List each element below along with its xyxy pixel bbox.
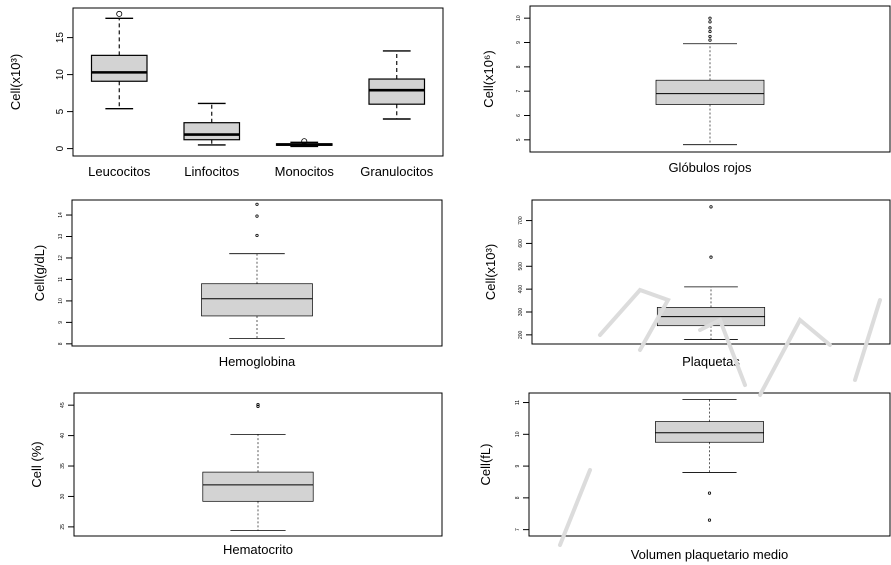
y-tick-label: 6 bbox=[516, 114, 522, 117]
y-axis-label: Cell(g/dL) bbox=[32, 245, 47, 301]
y-tick-label: 9 bbox=[58, 321, 64, 324]
category-label: Linfocitos bbox=[184, 164, 239, 179]
hemoglobina-panel: 8 9 10 11 12 13 14 Cell(g/dL) Hemoglobina bbox=[0, 190, 445, 377]
y-tick-label: 5 bbox=[516, 138, 522, 141]
plot-frame bbox=[73, 392, 443, 537]
y-tick-label: 200 bbox=[518, 330, 524, 339]
y-axis-label: Cell(x10³) bbox=[8, 54, 23, 110]
y-tick-label: 7 bbox=[516, 90, 522, 93]
y-tick-label: 8 bbox=[515, 496, 521, 499]
y-tick-label: 8 bbox=[58, 342, 64, 345]
box-iqr bbox=[202, 471, 314, 502]
outlier-point bbox=[256, 404, 260, 408]
volumen-plaquetario-panel: 7 8 9 10 11 Cell(fL) Volumen plaquetario medio bbox=[445, 377, 891, 565]
y-axis-label: Cell(x10³) bbox=[483, 244, 498, 300]
y-tick-label: 14 bbox=[58, 212, 64, 218]
y-tick-label: 35 bbox=[60, 463, 66, 469]
chart-3: 200 300 400 500 600 700 Cell(x10³) Plaquetas bbox=[483, 199, 891, 369]
box-iqr bbox=[655, 421, 765, 443]
y-tick-label: 300 bbox=[518, 308, 524, 317]
plot-frame bbox=[72, 7, 444, 157]
y-tick-label: 700 bbox=[518, 216, 524, 225]
chart-5: 7 8 9 10 11 Cell(fL) Volumen plaquetario medio bbox=[478, 392, 891, 562]
box-iqr bbox=[368, 78, 426, 105]
y-tick-label: 45 bbox=[60, 402, 66, 408]
y-tick-label: 10 bbox=[515, 431, 521, 437]
outlier-point bbox=[708, 20, 712, 24]
outlier-point bbox=[116, 10, 123, 17]
outlier-point bbox=[708, 26, 712, 30]
outlier-point bbox=[708, 29, 712, 34]
y-tick-label: 8 bbox=[516, 65, 522, 68]
y-axis-label: Cell (%) bbox=[29, 441, 44, 487]
y-tick-label: 12 bbox=[58, 255, 64, 261]
plot-frame bbox=[71, 199, 443, 347]
y-tick-label: 400 bbox=[518, 285, 524, 294]
outlier-point bbox=[255, 214, 259, 218]
outlier-point bbox=[255, 233, 259, 238]
y-tick-label: 9 bbox=[516, 41, 522, 44]
x-axis-label: Hematocrito bbox=[223, 542, 293, 557]
plot-frame bbox=[528, 392, 891, 537]
y-tick-label: 10 bbox=[516, 15, 522, 21]
y-tick-label: 11 bbox=[58, 277, 64, 282]
hematocrito-panel: 25 30 35 40 45 Cell (%) Hematocrito bbox=[0, 377, 445, 565]
y-axis-label: Cell(fL) bbox=[478, 444, 493, 486]
y-axis-label: Cell(x10⁶) bbox=[481, 50, 496, 107]
box-iqr bbox=[201, 283, 313, 317]
x-axis-label: Plaquetas bbox=[682, 354, 740, 369]
y-tick-label: 11 bbox=[515, 400, 521, 405]
outlier-point bbox=[708, 38, 712, 42]
outlier-point bbox=[255, 202, 259, 206]
chart-4: 25 30 35 40 45 Cell (%) Hematocrito bbox=[29, 392, 443, 557]
chart-1: 5 6 7 8 9 10 Cell(x10⁶) Glóbulos rojos bbox=[481, 5, 891, 175]
chart-2: 8 9 10 11 12 13 14 Cell(g/dL) Hemoglobina bbox=[32, 199, 443, 369]
y-tick-label: 40 bbox=[60, 433, 66, 439]
y-tick-label: 600 bbox=[518, 239, 524, 248]
box-iqr bbox=[183, 122, 241, 141]
outlier-point bbox=[709, 255, 713, 259]
y-tick-label: 500 bbox=[518, 262, 524, 271]
x-axis-label: Volumen plaquetario medio bbox=[631, 547, 789, 562]
y-tick-label: 25 bbox=[60, 524, 66, 530]
outlier-point bbox=[707, 491, 712, 495]
globulos-rojos-panel: 5 6 7 8 9 10 Cell(x10⁶) Glóbulos rojos bbox=[445, 0, 891, 190]
x-axis-label: Hemoglobina bbox=[219, 354, 296, 369]
outlier-point bbox=[708, 16, 712, 20]
outlier-point bbox=[709, 205, 713, 209]
category-label: Monocitos bbox=[275, 164, 335, 179]
y-tick-label: 7 bbox=[515, 528, 521, 531]
leucocitos-panel: 0 5 10 15 Cell(x10³) Leucocitos Linfocitos Mono… bbox=[0, 0, 445, 190]
y-tick-label: 15 bbox=[55, 32, 66, 44]
outlier-point bbox=[301, 138, 308, 145]
plaquetas-panel: 200 300 400 500 600 700 Cell(x10³) Plaquetas bbox=[445, 190, 891, 377]
x-axis-label: Glóbulos rojos bbox=[668, 160, 752, 175]
outlier-point bbox=[708, 34, 712, 39]
chart-0: 0 5 10 15 Cell(x10³) Leucocitos Linfocitos Mono… bbox=[8, 7, 444, 179]
category-label: Leucocitos bbox=[88, 164, 151, 179]
y-tick-label: 5 bbox=[55, 108, 66, 114]
plot-frame bbox=[529, 5, 891, 153]
y-tick-label: 9 bbox=[515, 464, 521, 467]
y-tick-label: 13 bbox=[58, 234, 64, 240]
outlier-point bbox=[256, 402, 260, 407]
y-tick-label: 0 bbox=[55, 145, 66, 151]
box-iqr bbox=[655, 79, 765, 105]
box-iqr bbox=[90, 54, 148, 82]
outlier-point bbox=[707, 518, 712, 522]
y-tick-label: 30 bbox=[60, 493, 66, 499]
category-label: Granulocitos bbox=[360, 164, 433, 179]
y-tick-label: 10 bbox=[55, 69, 66, 81]
y-tick-label: 10 bbox=[58, 298, 64, 304]
